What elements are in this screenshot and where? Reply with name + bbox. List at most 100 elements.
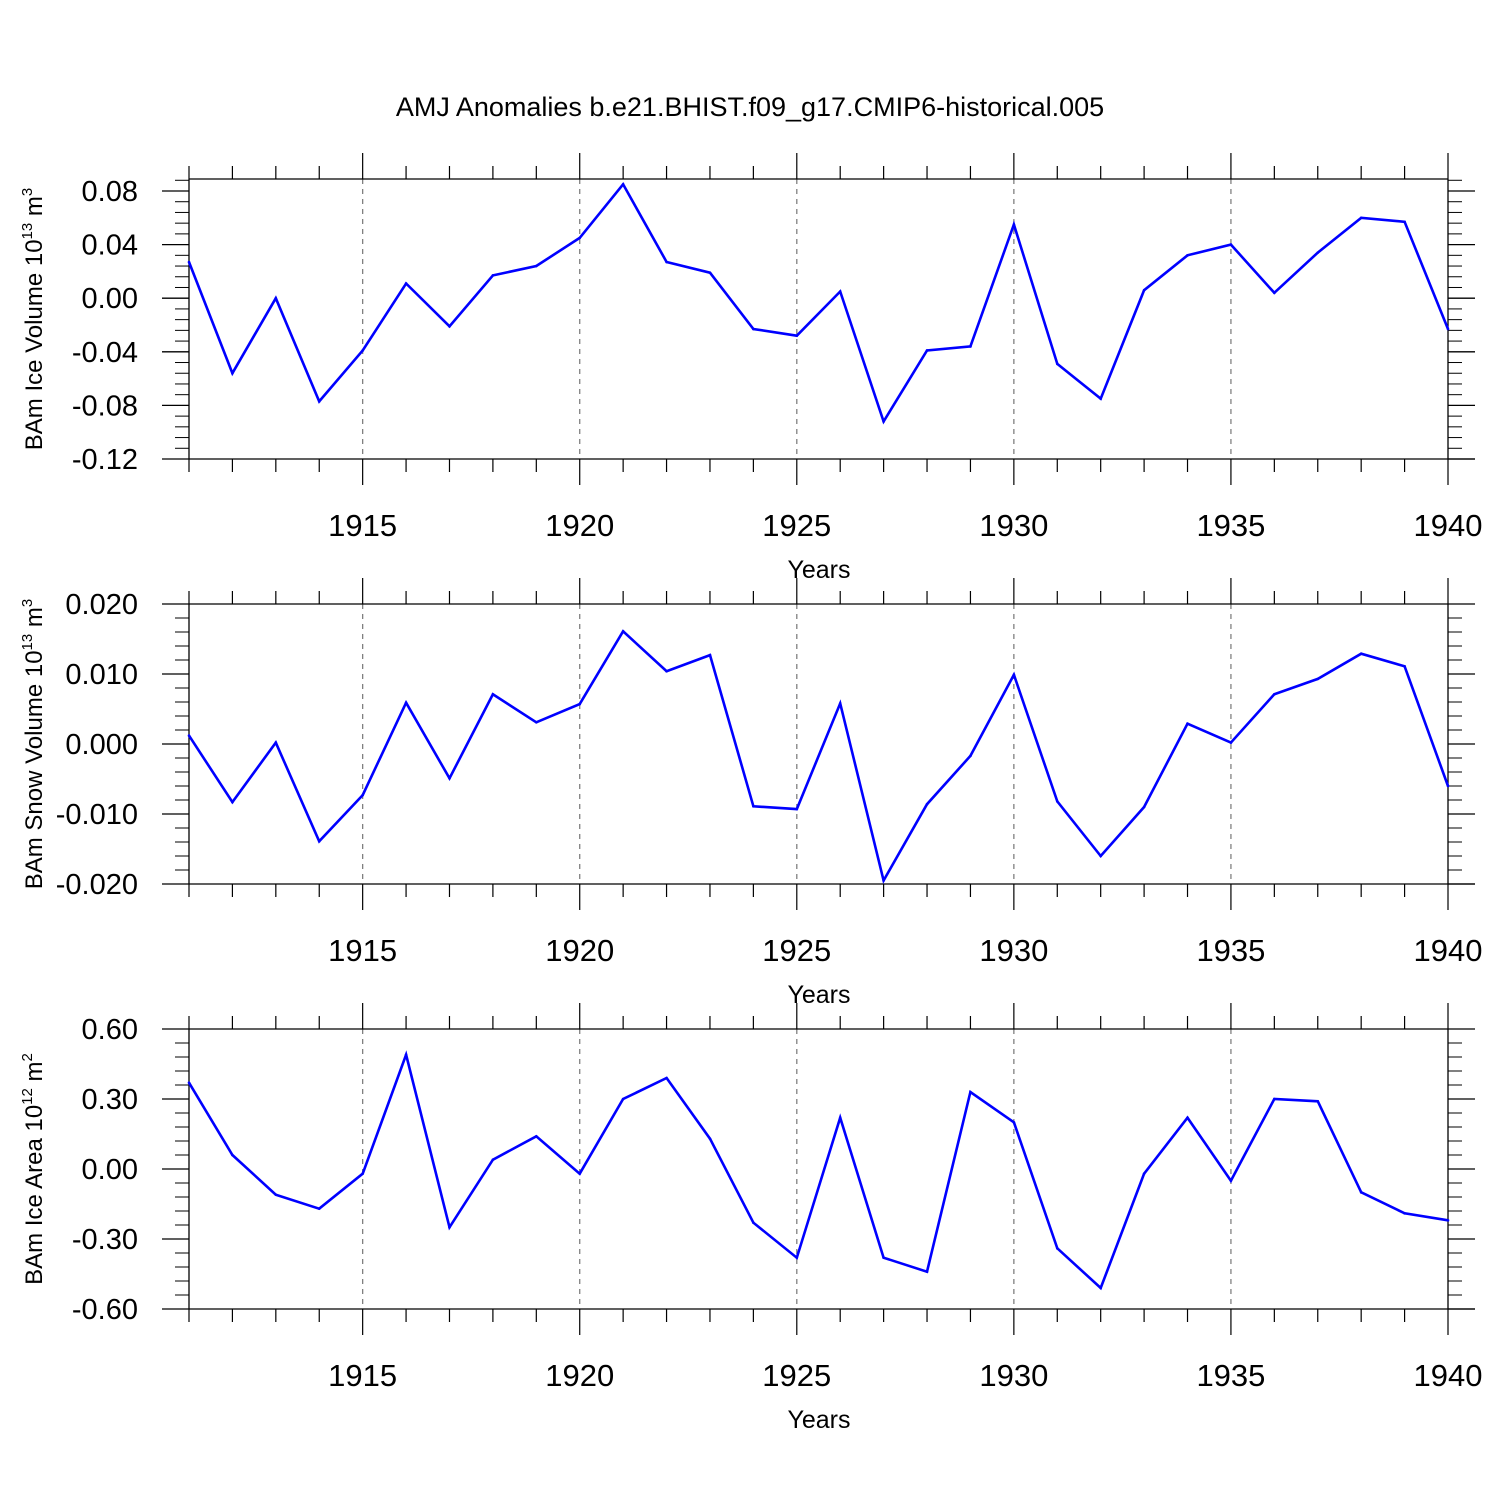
data-point — [1099, 854, 1102, 858]
data-point — [274, 1193, 278, 1196]
x-tick-label: 1920 — [545, 508, 614, 543]
data-point — [1099, 1286, 1102, 1290]
data-point — [1446, 327, 1450, 331]
data-point — [231, 371, 234, 375]
x-tick-label: 1935 — [1196, 933, 1265, 968]
y-tick-label: 0.04 — [82, 230, 138, 262]
data-point — [1012, 673, 1016, 676]
data-point — [317, 840, 321, 843]
data-point — [708, 1137, 712, 1140]
y-tick-label: 0.020 — [65, 589, 138, 621]
data-point — [795, 334, 799, 338]
data-point — [882, 879, 885, 882]
data-point — [1446, 784, 1450, 788]
y-axis-label-unit: m — [21, 1061, 48, 1088]
series-line — [187, 1050, 1449, 1291]
data-point — [1316, 677, 1320, 681]
data-point — [1186, 1116, 1189, 1119]
data-point — [1142, 1172, 1146, 1175]
y-axis-label-unit: m — [21, 196, 48, 223]
data-point — [1055, 362, 1059, 366]
x-tick-label: 1915 — [328, 1358, 397, 1393]
y-axis-label-exponent: 13 — [19, 634, 36, 651]
y-tick-label: 0.000 — [65, 729, 138, 761]
y-axis-label-unit-exponent: 3 — [19, 188, 36, 196]
data-point — [1186, 722, 1189, 725]
data-point — [448, 325, 451, 328]
x-tick-label: 1930 — [979, 933, 1048, 968]
data-point — [708, 653, 712, 657]
data-point — [838, 290, 842, 293]
data-point — [535, 721, 538, 724]
data-point — [361, 349, 364, 352]
data-point — [882, 420, 885, 423]
data-point — [1012, 223, 1016, 226]
data-point — [535, 1135, 538, 1138]
y-axis-label: BAm Ice Area 1012 m2 — [19, 1053, 48, 1285]
data-point — [838, 1116, 842, 1119]
y-tick-label: 0.08 — [82, 176, 138, 208]
data-point — [491, 1158, 495, 1161]
data-point — [1273, 1097, 1276, 1101]
data-point — [752, 1221, 755, 1224]
data-point — [969, 754, 972, 758]
data-point — [665, 1076, 668, 1080]
data-point — [448, 777, 451, 780]
y-axis-label-text: BAm Ice Area 10 — [21, 1105, 48, 1285]
data-point — [621, 630, 625, 633]
data-point — [578, 236, 582, 240]
x-tick-label: 1915 — [328, 933, 397, 968]
y-tick-label: 0.30 — [82, 1084, 138, 1116]
series-line — [187, 181, 1450, 425]
y-axis-label-exponent: 12 — [19, 1088, 36, 1105]
x-tick-label: 1920 — [545, 1358, 614, 1393]
data-point — [361, 1172, 364, 1175]
data-point — [491, 693, 495, 696]
y-tick-label: -0.010 — [56, 799, 138, 831]
data-point — [1316, 1100, 1320, 1103]
chart-panel-1: -0.12 -0.08 -0.04 0.00 0.04 0.08 1915 1920 1925 1… — [19, 153, 1482, 584]
y-tick-label: 0.00 — [82, 283, 138, 315]
chart-panel-3: -0.60 -0.30 0.00 0.30 0.60 1915 1920 1925 1930 19… — [19, 1003, 1482, 1434]
y-axis-label-text: BAm Snow Volume 10 — [21, 650, 48, 889]
data-point — [448, 1226, 451, 1229]
data-point — [1316, 251, 1320, 254]
data-point — [1055, 1247, 1059, 1250]
y-axis-label-text: BAm Ice Volume 10 — [21, 239, 48, 450]
y-tick-label: -0.04 — [72, 337, 138, 369]
data-point — [187, 260, 191, 264]
data-point — [231, 1153, 234, 1157]
x-tick-label: 1920 — [545, 933, 614, 968]
figure-title: AMJ Anomalies b.e21.BHIST.f09_g17.CMIP6-… — [396, 92, 1104, 122]
x-tick-label: 1915 — [328, 508, 397, 543]
data-point — [361, 793, 364, 797]
data-point — [1186, 254, 1189, 257]
data-point — [274, 296, 278, 300]
data-point — [578, 702, 582, 706]
data-point — [578, 1172, 582, 1175]
y-tick-label: -0.60 — [72, 1294, 138, 1326]
data-point — [621, 183, 625, 186]
data-point — [317, 1207, 321, 1210]
x-tick-label: 1925 — [762, 1358, 831, 1393]
y-axis-label-unit: m — [21, 607, 48, 634]
data-point — [925, 802, 929, 806]
data-point — [1446, 1219, 1450, 1222]
data-point — [1403, 665, 1406, 668]
data-point — [752, 805, 755, 808]
x-tick-label: 1940 — [1414, 1358, 1483, 1393]
data-point — [317, 400, 321, 403]
x-tick-label: 1930 — [979, 1358, 1048, 1393]
x-tick-label: 1935 — [1196, 508, 1265, 543]
data-point — [838, 702, 842, 705]
data-point — [1012, 1121, 1016, 1124]
data-point — [1359, 216, 1363, 220]
data-point — [491, 274, 495, 277]
y-tick-label: -0.30 — [72, 1224, 138, 1256]
x-tick-label: 1930 — [979, 508, 1048, 543]
series-line — [187, 629, 1450, 884]
data-point — [1403, 220, 1406, 224]
data-point — [795, 807, 799, 811]
data-point — [404, 1053, 408, 1056]
data-point — [1229, 1179, 1233, 1182]
